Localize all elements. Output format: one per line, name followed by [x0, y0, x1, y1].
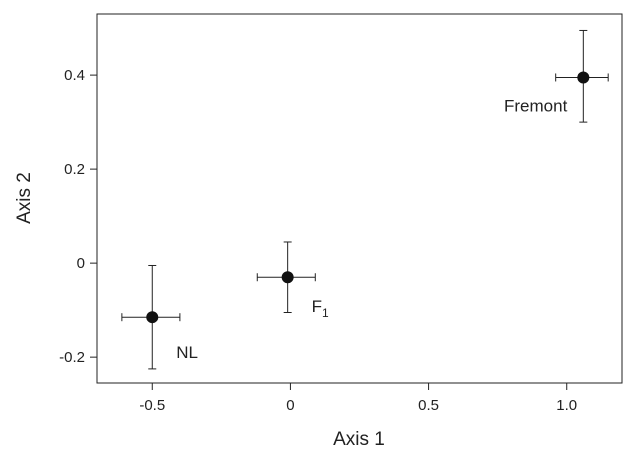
point-label: Fremont [504, 96, 568, 115]
point-marker [146, 311, 159, 324]
y-tick-label: 0.4 [64, 67, 85, 84]
data-point-nl: NL [121, 264, 198, 370]
point-label: NL [176, 343, 198, 362]
y-tick-label: 0 [77, 255, 85, 272]
x-tick-label: 0 [286, 397, 294, 414]
x-axis-label: Axis 1 [333, 429, 385, 450]
y-axis-label: Axis 2 [14, 172, 35, 224]
plot-frame [96, 13, 623, 384]
point-marker [281, 271, 294, 284]
x-tick-label: -0.5 [139, 397, 165, 414]
y-tick-label: 0.2 [64, 161, 85, 178]
x-tick-label: 0.5 [418, 397, 439, 414]
data-points: NL F1 Fremont [121, 29, 609, 370]
point-marker [577, 71, 590, 84]
point-label-subscript: 1 [322, 306, 329, 320]
data-point-f: F1 [256, 241, 329, 320]
x-axis-ticks: -0.5 0 0.5 1.0 [139, 383, 577, 414]
point-label: F1 [312, 297, 329, 320]
x-tick-label: 1.0 [556, 397, 577, 414]
y-tick-label: -0.2 [59, 349, 85, 366]
y-axis-ticks: -0.2 0 0.2 0.4 [59, 67, 97, 366]
data-point-fremont: Fremont [504, 29, 609, 123]
